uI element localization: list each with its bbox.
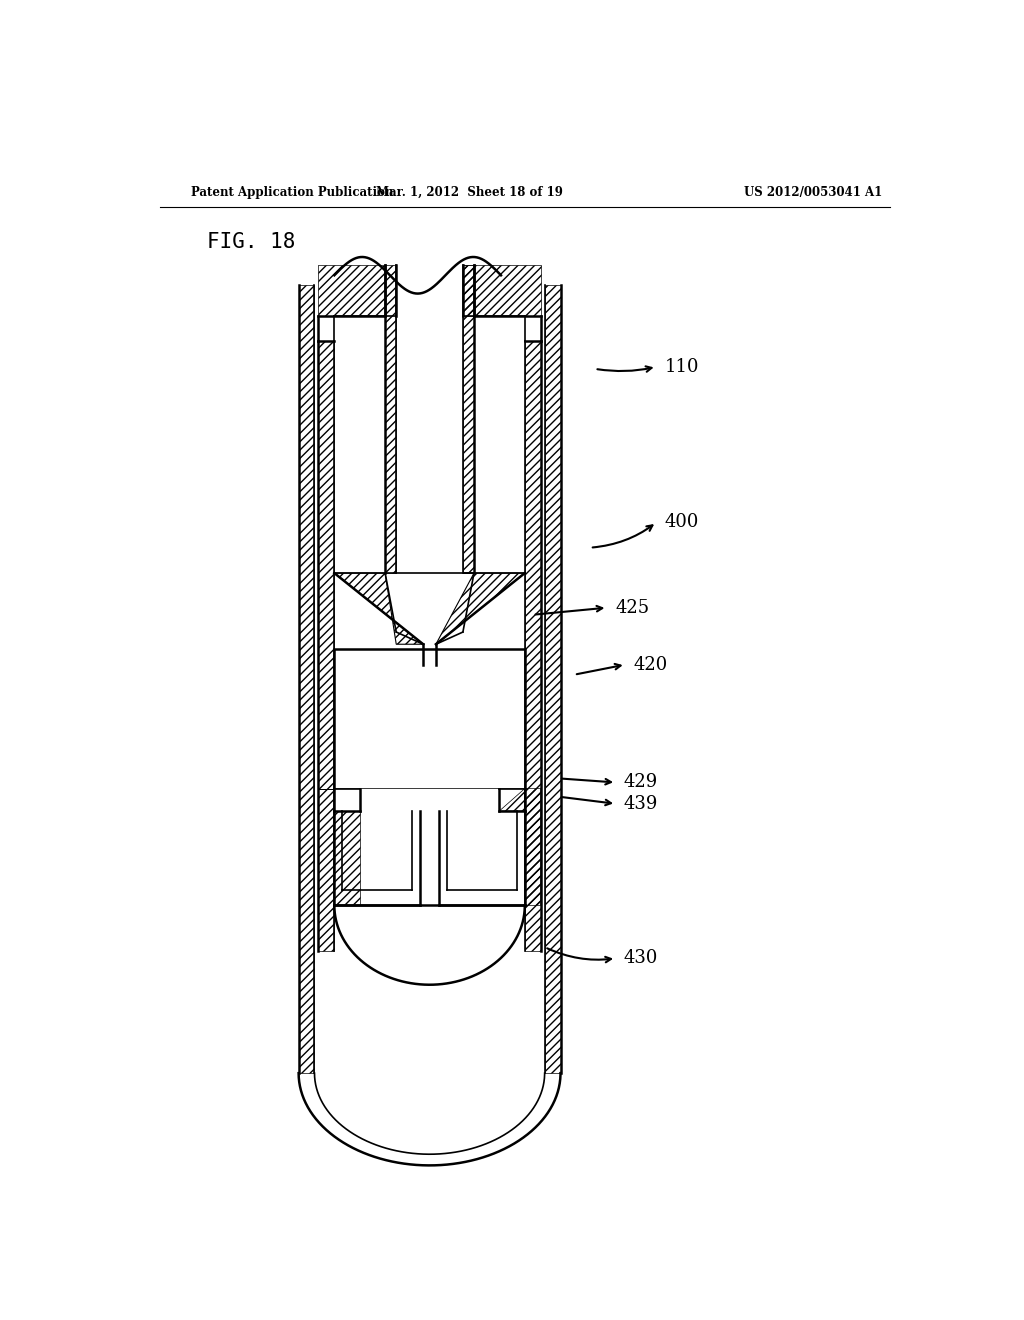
Text: 429: 429 <box>624 774 658 792</box>
Bar <box>334 788 524 906</box>
Text: Mar. 1, 2012  Sheet 18 of 19: Mar. 1, 2012 Sheet 18 of 19 <box>376 186 562 199</box>
Text: Patent Application Publication: Patent Application Publication <box>191 186 394 199</box>
Text: 110: 110 <box>665 358 699 376</box>
Text: 420: 420 <box>634 656 668 673</box>
Text: FIG. 18: FIG. 18 <box>207 231 296 252</box>
Text: 425: 425 <box>615 599 649 616</box>
Bar <box>334 649 524 788</box>
Text: 400: 400 <box>665 513 698 531</box>
Text: 430: 430 <box>624 949 658 968</box>
Text: 439: 439 <box>624 795 658 813</box>
Text: US 2012/0053041 A1: US 2012/0053041 A1 <box>743 186 882 199</box>
